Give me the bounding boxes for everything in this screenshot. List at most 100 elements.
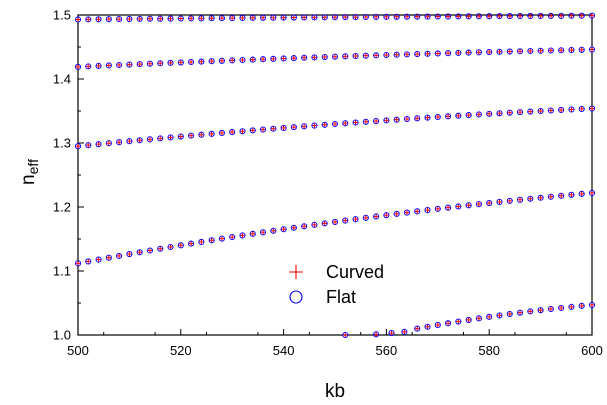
curved-marker bbox=[517, 310, 523, 316]
curved-marker bbox=[527, 308, 533, 314]
curved-marker bbox=[250, 127, 256, 133]
curved-marker bbox=[229, 129, 235, 135]
curved-marker bbox=[445, 205, 451, 211]
flat-marker bbox=[403, 51, 411, 58]
flat-marker bbox=[434, 13, 441, 20]
flat-marker bbox=[290, 224, 297, 231]
curved-marker bbox=[527, 13, 533, 19]
flat-marker bbox=[218, 57, 225, 64]
curved-marker bbox=[589, 302, 595, 308]
curved-marker bbox=[579, 303, 585, 309]
curved-marker bbox=[435, 51, 441, 56]
flat-marker bbox=[516, 109, 524, 116]
flat-marker bbox=[321, 121, 328, 128]
flat-marker bbox=[311, 122, 318, 129]
curved-marker bbox=[198, 15, 204, 21]
curved-marker bbox=[476, 49, 482, 55]
flat-marker bbox=[568, 46, 575, 54]
curved-marker bbox=[219, 130, 225, 136]
flat-marker bbox=[537, 107, 544, 115]
flat-marker bbox=[126, 138, 133, 145]
curved-marker bbox=[116, 253, 122, 259]
curved-marker bbox=[435, 14, 441, 19]
curved-marker bbox=[188, 241, 194, 247]
flat-marker bbox=[146, 247, 154, 254]
curved-marker bbox=[250, 15, 256, 21]
flat-marker bbox=[85, 258, 92, 265]
curved-marker bbox=[548, 306, 554, 312]
flat-marker bbox=[126, 61, 133, 68]
flat-marker bbox=[249, 14, 256, 21]
flat-marker bbox=[568, 106, 575, 113]
curved-marker bbox=[96, 257, 101, 262]
flat-marker bbox=[157, 135, 164, 142]
flat-marker bbox=[475, 111, 482, 118]
curved-marker bbox=[96, 141, 101, 147]
flat-marker bbox=[342, 217, 349, 224]
flat-marker bbox=[321, 14, 328, 21]
curved-marker bbox=[425, 324, 430, 330]
flat-marker bbox=[74, 260, 82, 267]
curved-marker bbox=[178, 242, 184, 248]
flat-marker bbox=[136, 15, 143, 22]
curved-marker bbox=[507, 198, 513, 204]
x-tick-label: 580 bbox=[478, 343, 500, 358]
flat-marker bbox=[198, 131, 205, 138]
curved-marker bbox=[75, 17, 81, 22]
curved-marker bbox=[301, 55, 307, 61]
flat-marker bbox=[116, 252, 123, 259]
curved-marker bbox=[455, 204, 461, 209]
flat-marker bbox=[558, 12, 565, 19]
curved-marker bbox=[209, 58, 215, 64]
x-tick-label: 540 bbox=[273, 343, 295, 358]
flat-marker bbox=[280, 124, 287, 131]
curved-marker bbox=[445, 14, 451, 19]
flat-marker bbox=[568, 191, 575, 198]
flat-marker bbox=[229, 129, 236, 136]
curved-marker bbox=[157, 16, 163, 22]
flat-marker bbox=[475, 201, 482, 208]
curved-marker bbox=[75, 260, 81, 266]
curved-marker bbox=[147, 61, 153, 67]
flat-marker bbox=[270, 55, 277, 62]
curved-marker bbox=[476, 13, 482, 19]
curved-marker bbox=[281, 15, 286, 21]
legend-curved-marker bbox=[289, 265, 303, 279]
curved-marker bbox=[384, 14, 389, 20]
flat-marker bbox=[301, 54, 308, 61]
flat-marker bbox=[95, 62, 102, 69]
curved-marker bbox=[281, 226, 286, 232]
flat-marker bbox=[177, 15, 184, 22]
flat-marker bbox=[486, 110, 493, 117]
flat-marker bbox=[208, 237, 215, 244]
flat-marker bbox=[249, 56, 256, 63]
flat-marker bbox=[383, 51, 390, 59]
flat-marker bbox=[403, 13, 411, 20]
curved-marker bbox=[486, 13, 492, 19]
flat-marker bbox=[558, 106, 565, 114]
flat-marker bbox=[496, 110, 503, 117]
curved-marker bbox=[209, 131, 215, 137]
curved-marker bbox=[157, 60, 163, 66]
flat-marker bbox=[568, 12, 575, 19]
flat-marker bbox=[506, 13, 513, 20]
curved-marker bbox=[455, 13, 461, 19]
curved-marker bbox=[240, 57, 245, 63]
curved-marker bbox=[517, 109, 523, 115]
flat-marker bbox=[157, 15, 164, 22]
curved-marker bbox=[137, 249, 143, 255]
flat-marker bbox=[146, 136, 154, 143]
curved-marker bbox=[394, 14, 400, 20]
flat-marker bbox=[146, 15, 154, 22]
curved-marker bbox=[188, 59, 194, 65]
flat-marker bbox=[198, 58, 205, 65]
curved-marker bbox=[127, 251, 132, 257]
flat-marker bbox=[95, 16, 102, 23]
curved-marker bbox=[589, 13, 595, 19]
curved-marker bbox=[147, 16, 153, 22]
flat-marker bbox=[85, 16, 92, 23]
curved-marker bbox=[476, 315, 482, 321]
flat-marker bbox=[547, 107, 554, 114]
curved-marker bbox=[270, 56, 276, 62]
